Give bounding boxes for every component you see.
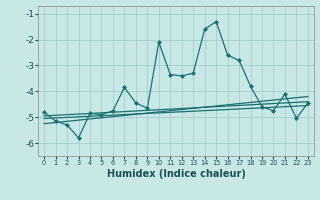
X-axis label: Humidex (Indice chaleur): Humidex (Indice chaleur) — [107, 169, 245, 179]
